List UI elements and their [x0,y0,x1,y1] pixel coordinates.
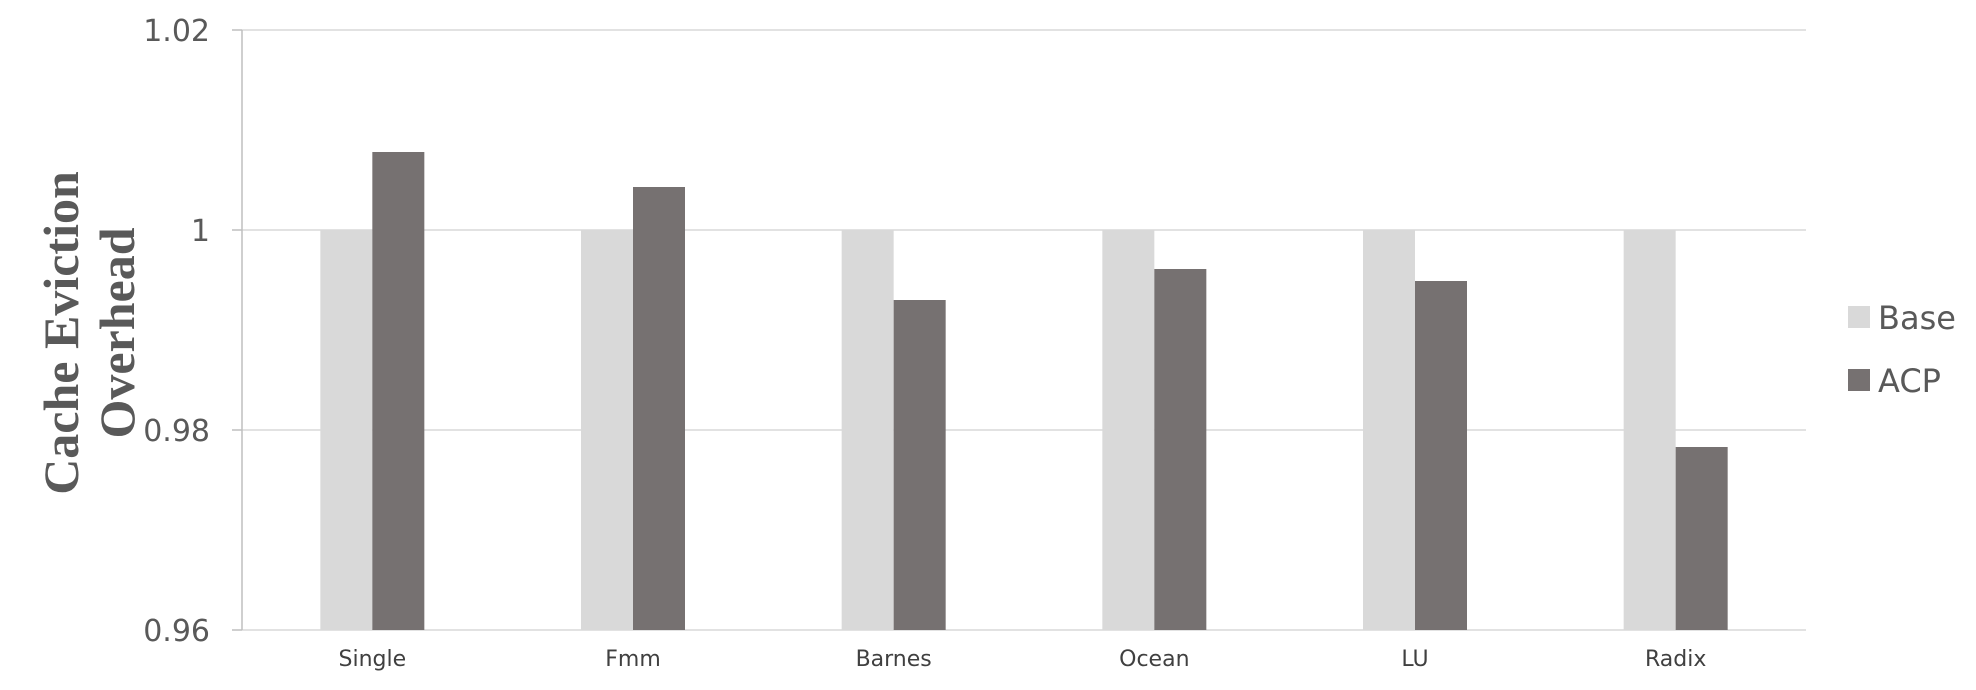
legend-label-acp: ACP [1878,362,1941,400]
x-category-label: Barnes [856,647,932,672]
y-tick-label: 1 [191,214,210,249]
bar-base-barnes [841,230,894,630]
legend-label-base: Base [1878,299,1956,337]
bar-base-fmm [581,230,633,630]
bars [320,152,1728,630]
y-axis-label-line-1: Cache Eviction [33,171,89,495]
x-category-label: Single [339,647,407,672]
bar-acp-ocean [1154,269,1207,630]
x-category-label: Fmm [605,647,661,672]
legend-swatch-acp [1848,369,1870,391]
bar-base-lu [1363,230,1415,630]
x-category-label: Radix [1645,647,1706,672]
bar-acp-barnes [893,300,946,630]
x-category-label: Ocean [1119,647,1189,672]
bar-acp-radix [1675,447,1728,630]
axes [232,29,243,631]
y-tick-label: 0.96 [143,614,210,649]
y-tick-label: 0.98 [143,414,210,449]
category-labels: Single Fmm Barnes Ocean LU Radix [339,647,1707,672]
y-axis-label-line-2: Overhead [89,227,145,438]
legend-swatch-base [1848,306,1870,328]
bar-base-single [320,230,373,630]
bar-acp-lu [1415,281,1467,630]
y-tick-labels: 0.96 0.98 1 1.02 [143,14,210,649]
bar-acp-single [372,152,425,630]
legend: Base ACP [1848,299,1956,400]
bar-base-radix [1623,230,1676,630]
bar-acp-fmm [633,187,685,630]
bar-base-ocean [1102,230,1155,630]
gridlines [242,29,1806,631]
y-tick-label: 1.02 [143,14,210,49]
x-category-label: LU [1401,647,1428,672]
